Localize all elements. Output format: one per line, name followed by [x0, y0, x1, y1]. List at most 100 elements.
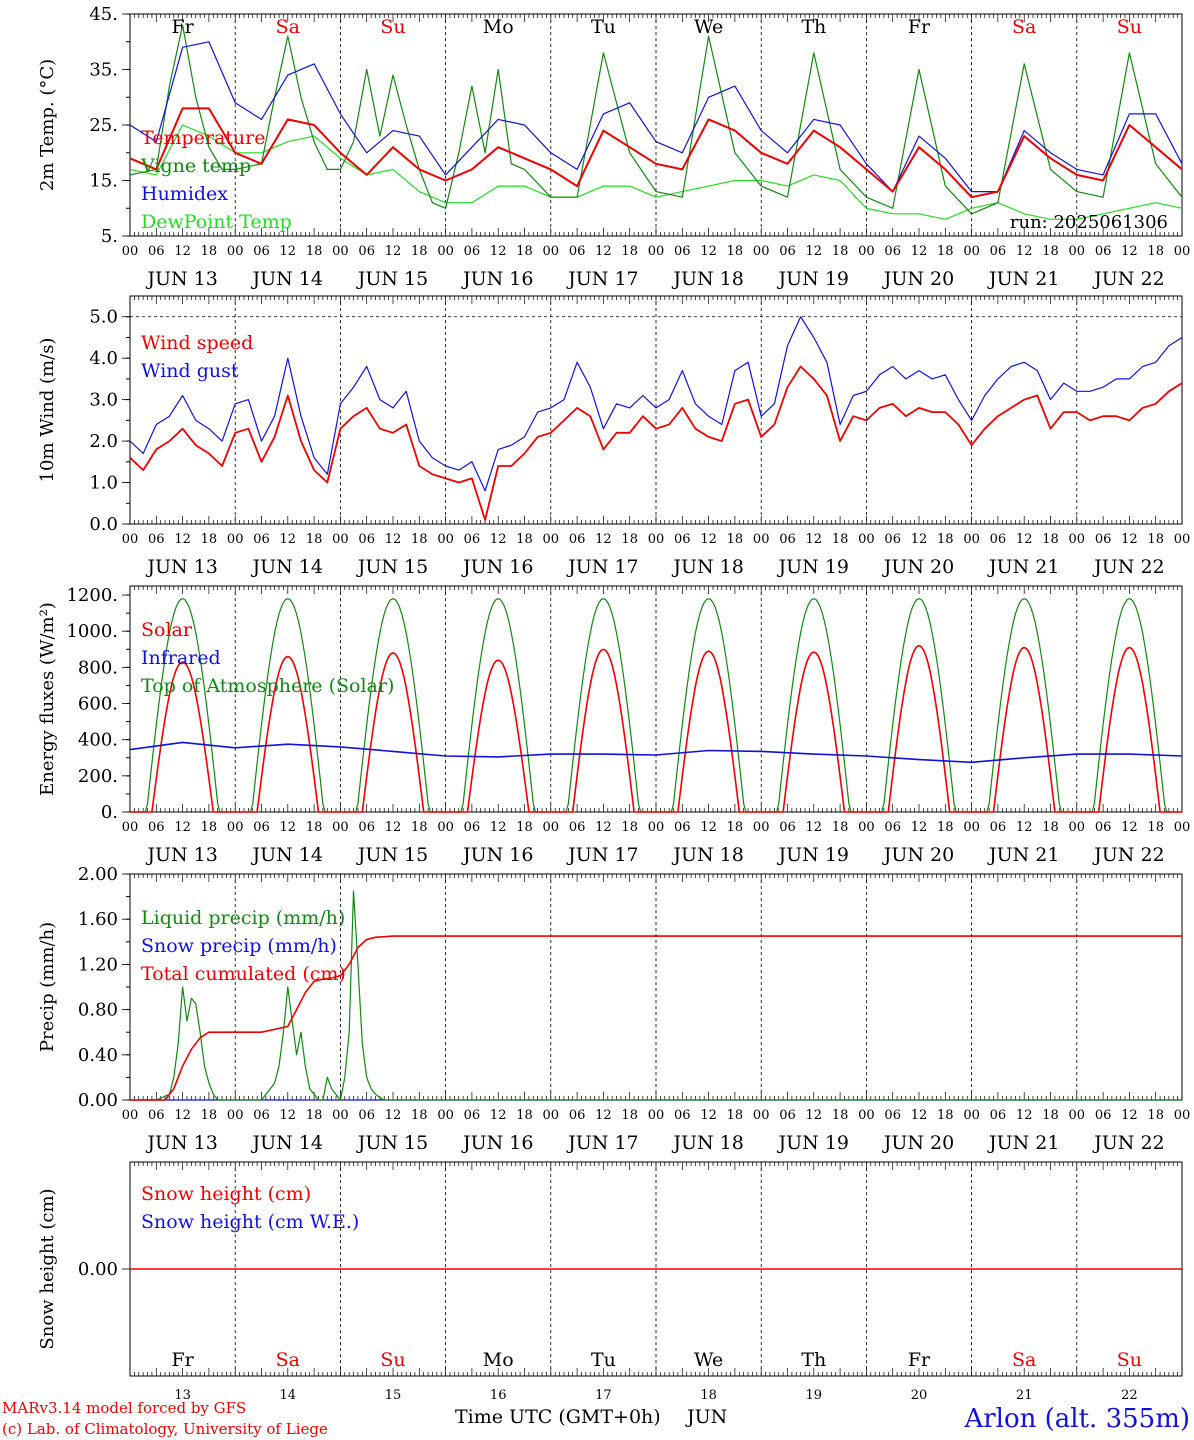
y-tick-label: 1000.	[66, 621, 118, 642]
hour-tick-label: 12	[280, 532, 297, 547]
y-tick-label: 800.	[78, 657, 118, 678]
date-label: JUN 20	[882, 1132, 954, 1154]
hour-tick-label: 06	[358, 1108, 375, 1123]
legend-entry: Solar	[141, 619, 193, 641]
hour-tick-label: 18	[306, 244, 323, 259]
hour-tick-label: 06	[253, 820, 270, 835]
date-label: JUN 20	[882, 268, 954, 290]
hour-tick-label: 06	[253, 244, 270, 259]
hour-tick-label: 18	[727, 820, 744, 835]
hour-tick-label: 18	[516, 532, 533, 547]
hour-tick-label: 12	[806, 244, 823, 259]
date-label: JUN 17	[566, 556, 638, 578]
hour-tick-label: 00	[437, 820, 454, 835]
y-axis-label: Snow height (cm)	[37, 1188, 58, 1349]
date-label: JUN 22	[1092, 844, 1164, 866]
hour-tick-label: 18	[201, 532, 218, 547]
hour-tick-label: 12	[490, 820, 507, 835]
hour-tick-label: 12	[385, 820, 402, 835]
hour-tick-label: 00	[437, 1108, 454, 1123]
day-number-label: 22	[1121, 1388, 1138, 1403]
hour-tick-label: 00	[858, 820, 875, 835]
x-axis-title: Time UTC (GMT+0h)	[455, 1406, 661, 1428]
weekday-label: We	[694, 16, 723, 38]
hour-tick-label: 06	[253, 1108, 270, 1123]
date-label: JUN 17	[566, 1132, 638, 1154]
hour-tick-label: 12	[490, 1108, 507, 1123]
weekday-label: Su	[380, 16, 405, 38]
legend-entry: Wind speed	[141, 332, 253, 354]
hour-tick-label: 06	[990, 244, 1007, 259]
series-green-line	[129, 24, 1183, 215]
hour-tick-label: 18	[937, 244, 954, 259]
hour-tick-label: 12	[700, 244, 717, 259]
date-label: JUN 17	[566, 844, 638, 866]
hour-tick-label: 18	[306, 1108, 323, 1123]
hour-tick-label: 00	[648, 532, 665, 547]
date-label: JUN 19	[777, 556, 849, 578]
date-label: JUN 16	[461, 844, 533, 866]
hour-tick-label: 12	[1016, 244, 1033, 259]
hour-tick-label: 12	[911, 532, 928, 547]
hour-tick-label: 18	[201, 1108, 218, 1123]
y-axis-label: 10m Wind (m/s)	[37, 338, 58, 483]
date-label: JUN 19	[777, 1132, 849, 1154]
y-tick-label: 2.0	[89, 431, 118, 452]
hour-tick-label: 18	[1042, 244, 1059, 259]
day-number-label: 16	[490, 1388, 507, 1403]
hour-tick-label: 12	[1121, 1108, 1138, 1123]
series-red-line	[129, 107, 1183, 199]
day-number-label: 19	[806, 1388, 823, 1403]
weekday-label: Th	[801, 1349, 826, 1371]
date-label: JUN 18	[671, 556, 743, 578]
date-label: JUN 18	[671, 1132, 743, 1154]
hour-tick-label: 00	[543, 244, 560, 259]
hour-tick-label: 12	[700, 820, 717, 835]
panel-1: 00 06 12 18 00 06 12 18 00 06 12 18 00 06 12 18 00 06 12 18…	[37, 4, 1190, 290]
series-red-line	[129, 365, 1183, 521]
panel-4: 00 06 12 18 00 06 12 18 00 06 12 18 00 06 12 18 00 06 12 18…	[37, 864, 1190, 1154]
hour-tick-label: 06	[779, 244, 796, 259]
hour-tick-label: 12	[1016, 1108, 1033, 1123]
legend-entry: Wind gust	[141, 360, 239, 382]
hour-tick-label: 00	[332, 244, 349, 259]
hour-tick-label: 06	[1095, 244, 1112, 259]
date-label: JUN 16	[461, 268, 533, 290]
hour-tick-label: 18	[1147, 244, 1164, 259]
series-blue-line	[129, 741, 1183, 764]
hour-tick-label: 18	[727, 244, 744, 259]
hour-tick-label: 00	[963, 1108, 980, 1123]
date-label: JUN 14	[251, 556, 323, 578]
hour-tick-label: 00	[1069, 1108, 1086, 1123]
y-tick-label: 5.0	[89, 307, 118, 328]
weekday-label: Sa	[276, 16, 300, 38]
date-label: JUN 21	[987, 556, 1059, 578]
x-axis-month: JUN	[685, 1406, 727, 1428]
hour-tick-label: 18	[1042, 532, 1059, 547]
hour-tick-label: 06	[674, 1108, 691, 1123]
hour-tick-label: 06	[779, 1108, 796, 1123]
hour-tick-label: 12	[174, 244, 191, 259]
weekday-label: Tu	[591, 1349, 616, 1371]
hour-tick-label: 18	[1042, 1108, 1059, 1123]
hour-tick-label: 00	[753, 1108, 770, 1123]
hour-tick-label: 00	[227, 244, 244, 259]
hour-tick-label: 06	[358, 532, 375, 547]
date-label: JUN 15	[356, 1132, 428, 1154]
hour-tick-label: 06	[1095, 532, 1112, 547]
location-label: Arlon (alt. 355m)	[963, 1404, 1190, 1434]
hour-tick-label: 00	[122, 532, 139, 547]
hour-tick-label: 12	[806, 1108, 823, 1123]
y-axis-label: 2m Temp. (°C)	[37, 59, 58, 191]
date-label: JUN 13	[145, 268, 217, 290]
run-annotation: run: 2025061306	[1010, 212, 1168, 233]
hour-tick-label: 06	[990, 532, 1007, 547]
hour-tick-label: 12	[700, 532, 717, 547]
hour-tick-label: 06	[990, 820, 1007, 835]
date-label: JUN 14	[251, 844, 323, 866]
hour-tick-label: 00	[1069, 532, 1086, 547]
legend-entry: Snow height (cm W.E.)	[141, 1211, 359, 1233]
weekday-label: Mo	[483, 16, 514, 38]
hour-tick-label: 18	[621, 244, 638, 259]
hour-tick-label: 18	[832, 1108, 849, 1123]
